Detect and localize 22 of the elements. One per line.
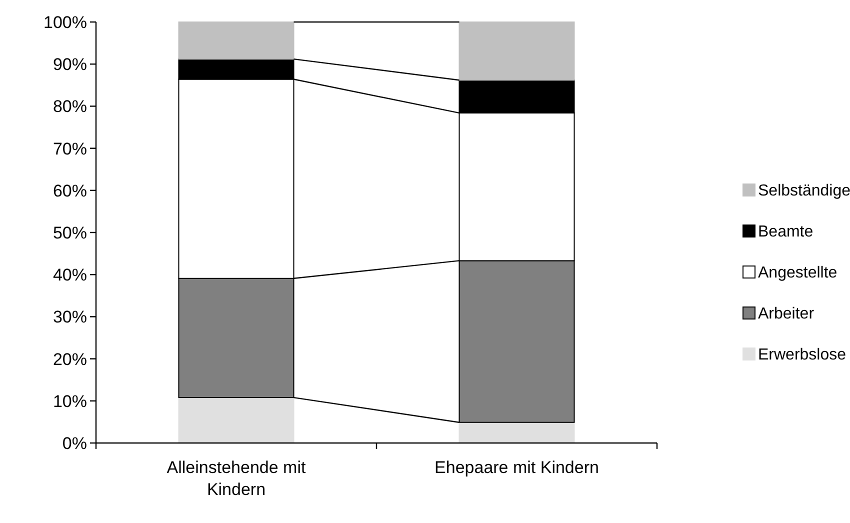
y-tick-label: 90% <box>52 55 87 74</box>
legend-label: Erwerbslose <box>758 346 846 364</box>
y-tick-label: 70% <box>52 139 87 158</box>
x-tick-label: Alleinstehende mit Kindern <box>166 458 306 499</box>
bar <box>178 397 294 444</box>
bar <box>458 22 575 81</box>
y-tick-label: 100% <box>44 12 87 32</box>
legend-label: Arbeiter <box>758 306 815 323</box>
y-tick-label: 40% <box>52 266 87 285</box>
y-tick-label: 80% <box>52 97 87 116</box>
y-tick-label: 0% <box>62 434 87 453</box>
y-tick-label: 30% <box>52 308 87 327</box>
bar <box>178 22 294 60</box>
y-tick-label: 50% <box>52 223 87 242</box>
legend-label: Angestellte <box>758 264 838 282</box>
legend-label: Selbständige <box>758 182 850 200</box>
y-tick-label: 20% <box>52 350 87 369</box>
y-tick-label: 10% <box>52 392 87 411</box>
y-tick-label: 60% <box>52 181 87 200</box>
bar <box>458 422 575 444</box>
x-tick-label: Ehepaare mit Kindern <box>434 458 599 477</box>
legend-label: Beamte <box>758 224 814 241</box>
